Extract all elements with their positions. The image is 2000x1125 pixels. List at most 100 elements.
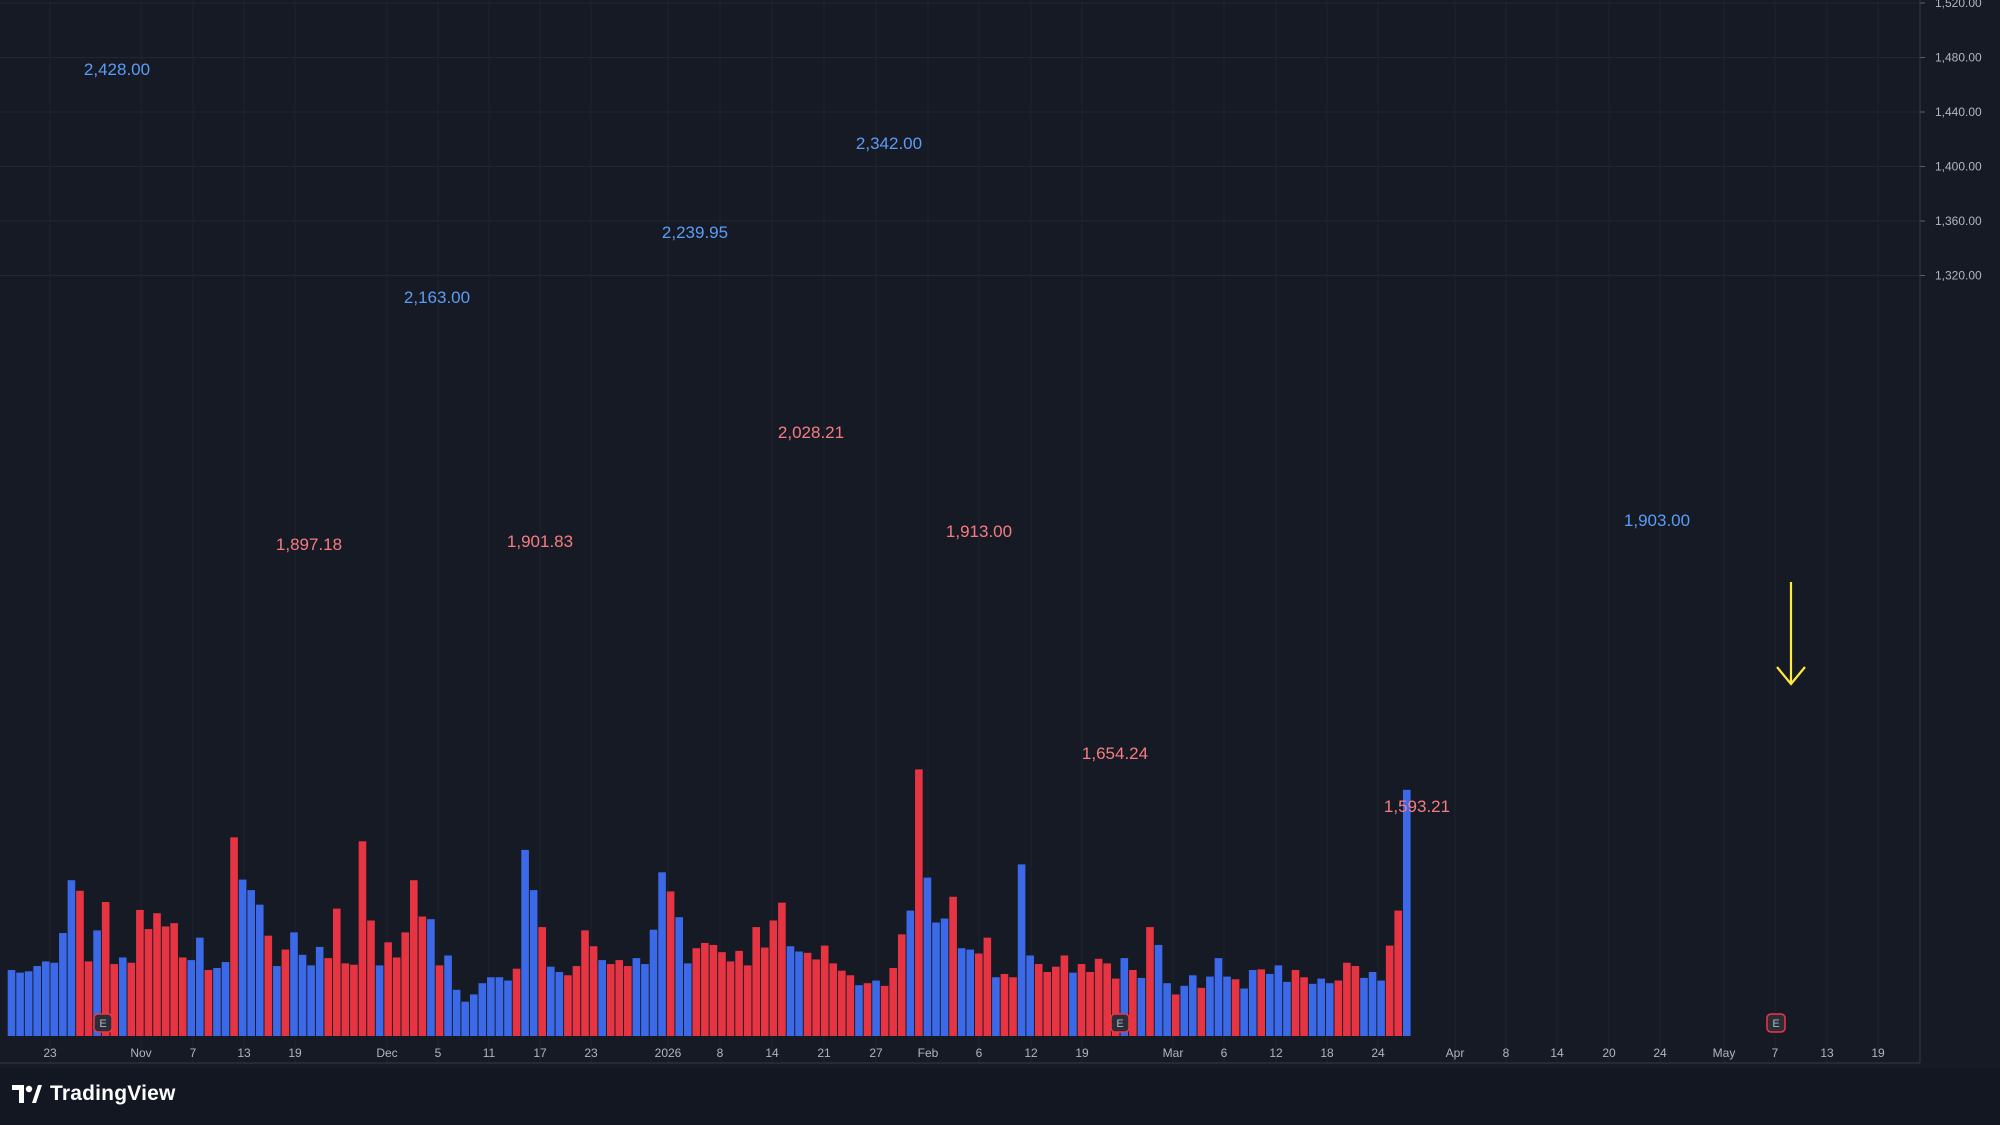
volume-bar	[658, 872, 666, 1036]
volume-bar	[1240, 988, 1248, 1036]
volume-bar	[906, 910, 915, 1036]
volume-bar	[161, 926, 170, 1036]
volume-bar	[427, 919, 435, 1036]
volume-bar	[367, 920, 375, 1036]
volume-bar	[752, 927, 761, 1036]
volume-bar	[50, 962, 59, 1036]
earnings-marker-label: E	[1772, 1018, 1779, 1030]
volume-bar	[546, 966, 555, 1036]
volume-bar	[1402, 789, 1411, 1036]
time-tick-label: 7	[190, 1046, 197, 1060]
volume-bar	[735, 950, 743, 1036]
volume-bar	[786, 946, 795, 1036]
volume-bar	[1000, 973, 1009, 1036]
volume-bar	[897, 934, 906, 1036]
volume-bar	[187, 960, 196, 1036]
price-annotation: 1,593.21	[1384, 797, 1450, 816]
volume-bar	[855, 985, 863, 1036]
volume-bar	[649, 929, 658, 1036]
volume-bar	[564, 975, 572, 1036]
volume-bar	[392, 957, 401, 1036]
price-tick-label: 1,520.00	[1935, 0, 1982, 10]
volume-bar	[350, 964, 358, 1036]
volume-bar	[1248, 970, 1257, 1036]
volume-bar	[93, 930, 101, 1036]
volume-bar	[718, 952, 726, 1036]
volume-bar	[1377, 980, 1385, 1036]
volume-bar	[341, 963, 350, 1036]
volume-bar	[204, 970, 213, 1036]
price-tick-label: 1,320.00	[1935, 269, 1982, 283]
volume-bar	[375, 965, 384, 1036]
time-tick-label: Nov	[130, 1046, 151, 1060]
volume-bar	[495, 977, 504, 1036]
volume-bar	[255, 904, 264, 1036]
time-tick-label: Dec	[376, 1046, 397, 1060]
earnings-marker	[1110, 1013, 1130, 1033]
volume-bar	[829, 963, 838, 1036]
price-annotation: 2,428.00	[84, 60, 150, 79]
volume-bar	[461, 1001, 469, 1036]
volume-bar	[384, 942, 392, 1036]
time-tick-label: Feb	[918, 1046, 939, 1060]
time-tick-label: 11	[483, 1046, 496, 1060]
volume-bar	[521, 849, 529, 1036]
earnings-marker-label: E	[99, 1018, 106, 1030]
time-tick-label: 27	[869, 1046, 883, 1060]
time-tick-label: 18	[1320, 1046, 1334, 1060]
volume-bar	[1197, 987, 1206, 1036]
down-arrow-drawing	[1776, 582, 1806, 686]
time-tick-label: 24	[1371, 1046, 1385, 1060]
volume-bar	[880, 985, 889, 1036]
volume-bar	[709, 944, 718, 1036]
volume-bar	[1017, 864, 1026, 1036]
volume-bar	[358, 841, 367, 1036]
time-tick-label: May	[1713, 1046, 1736, 1060]
volume-bar	[1052, 966, 1060, 1036]
volume-bar	[606, 964, 615, 1036]
volume-bar	[418, 916, 427, 1036]
volume-bar	[504, 980, 512, 1036]
volume-bar	[170, 923, 178, 1036]
volume-bar	[127, 962, 136, 1036]
volume-bar	[487, 977, 495, 1036]
chart-background	[0, 0, 2000, 1068]
volume-bar	[59, 933, 67, 1036]
volume-bar	[332, 908, 341, 1036]
brand[interactable]: TradingView	[12, 1082, 176, 1106]
time-tick-label: Mar	[1163, 1046, 1184, 1060]
volume-bar	[1129, 970, 1137, 1036]
earnings-marker	[1766, 1013, 1786, 1033]
volume-bar	[949, 896, 957, 1036]
volume-bar	[615, 960, 624, 1036]
volume-bar	[846, 975, 855, 1036]
volume-bar	[1120, 958, 1129, 1036]
brand-name: TradingView	[50, 1082, 176, 1105]
volume-bar	[469, 994, 478, 1036]
volume-bar	[992, 977, 1000, 1036]
volume-bar	[178, 957, 187, 1036]
volume-bar	[230, 837, 238, 1036]
volume-bar	[838, 970, 846, 1036]
volume-bar	[16, 972, 24, 1036]
price-annotation: 1,901.83	[507, 532, 573, 551]
price-axis[interactable]: 1,320.00 1,360.00 1,400.00 1,440.00 1,480.00…	[1892, 0, 1985, 1063]
volume-bar	[1325, 983, 1334, 1036]
volume-bar	[641, 964, 649, 1036]
volume-bar	[1009, 977, 1017, 1036]
tradingview-logo-icon	[12, 1085, 42, 1103]
volume-bar	[820, 945, 829, 1036]
price-chart[interactable]: E E E 2,428.00 2,163.00 2,239.95 2,342.00 1,90…	[0, 0, 2000, 1068]
volume-bar	[1188, 975, 1197, 1036]
time-tick-label: 6	[1221, 1046, 1228, 1060]
time-axis[interactable]: 23 Nov 7 13 19 Dec 5 11 17 23 2026 8 14 21 27 Feb 6 12 19 M…	[0, 1046, 1920, 1064]
time-tick-label: 8	[717, 1046, 724, 1060]
volume-bar	[974, 953, 983, 1036]
grid	[0, 2, 1920, 276]
time-tick-label: 13	[237, 1046, 251, 1060]
volume-bar	[298, 954, 307, 1036]
volume-bar	[812, 959, 820, 1036]
volume-bar	[76, 890, 84, 1036]
volume-bar	[247, 890, 255, 1036]
